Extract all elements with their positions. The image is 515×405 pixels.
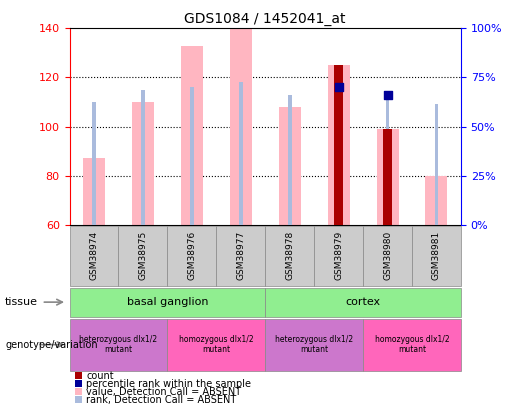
Bar: [337, 87, 340, 225]
Text: genotype/variation: genotype/variation: [5, 340, 98, 350]
Bar: [334, 65, 343, 225]
Text: GSM38980: GSM38980: [383, 231, 392, 280]
Text: GSM38974: GSM38974: [90, 231, 98, 280]
Point: [383, 92, 391, 98]
Point: [335, 84, 343, 90]
Text: homozygous dlx1/2
mutant: homozygous dlx1/2 mutant: [179, 335, 253, 354]
Bar: [190, 87, 194, 225]
Bar: [141, 90, 145, 225]
Bar: [376, 129, 399, 225]
Text: GSM38979: GSM38979: [334, 231, 343, 280]
Text: basal ganglion: basal ganglion: [127, 297, 208, 307]
Bar: [230, 28, 252, 225]
Bar: [435, 104, 438, 225]
Bar: [425, 176, 448, 225]
Text: tissue: tissue: [5, 297, 38, 307]
Text: percentile rank within the sample: percentile rank within the sample: [86, 379, 251, 389]
Text: GSM38976: GSM38976: [187, 231, 196, 280]
Text: heterozygous dlx1/2
mutant: heterozygous dlx1/2 mutant: [79, 335, 158, 354]
Bar: [383, 129, 392, 225]
Bar: [132, 102, 154, 225]
Text: rank, Detection Call = ABSENT: rank, Detection Call = ABSENT: [86, 395, 236, 405]
Bar: [92, 102, 96, 225]
Bar: [239, 82, 243, 225]
Text: homozygous dlx1/2
mutant: homozygous dlx1/2 mutant: [375, 335, 449, 354]
Bar: [328, 65, 350, 225]
Text: value, Detection Call = ABSENT: value, Detection Call = ABSENT: [86, 387, 241, 397]
Text: GSM38978: GSM38978: [285, 231, 294, 280]
Text: GSM38981: GSM38981: [432, 231, 441, 280]
Text: heterozygous dlx1/2
mutant: heterozygous dlx1/2 mutant: [275, 335, 353, 354]
Text: GSM38975: GSM38975: [139, 231, 147, 280]
Bar: [83, 158, 105, 225]
Bar: [288, 95, 291, 225]
Text: GSM38977: GSM38977: [236, 231, 245, 280]
Bar: [386, 97, 389, 225]
Title: GDS1084 / 1452041_at: GDS1084 / 1452041_at: [184, 12, 346, 26]
Text: count: count: [86, 371, 114, 381]
Bar: [279, 107, 301, 225]
Text: cortex: cortex: [346, 297, 381, 307]
Bar: [181, 45, 203, 225]
